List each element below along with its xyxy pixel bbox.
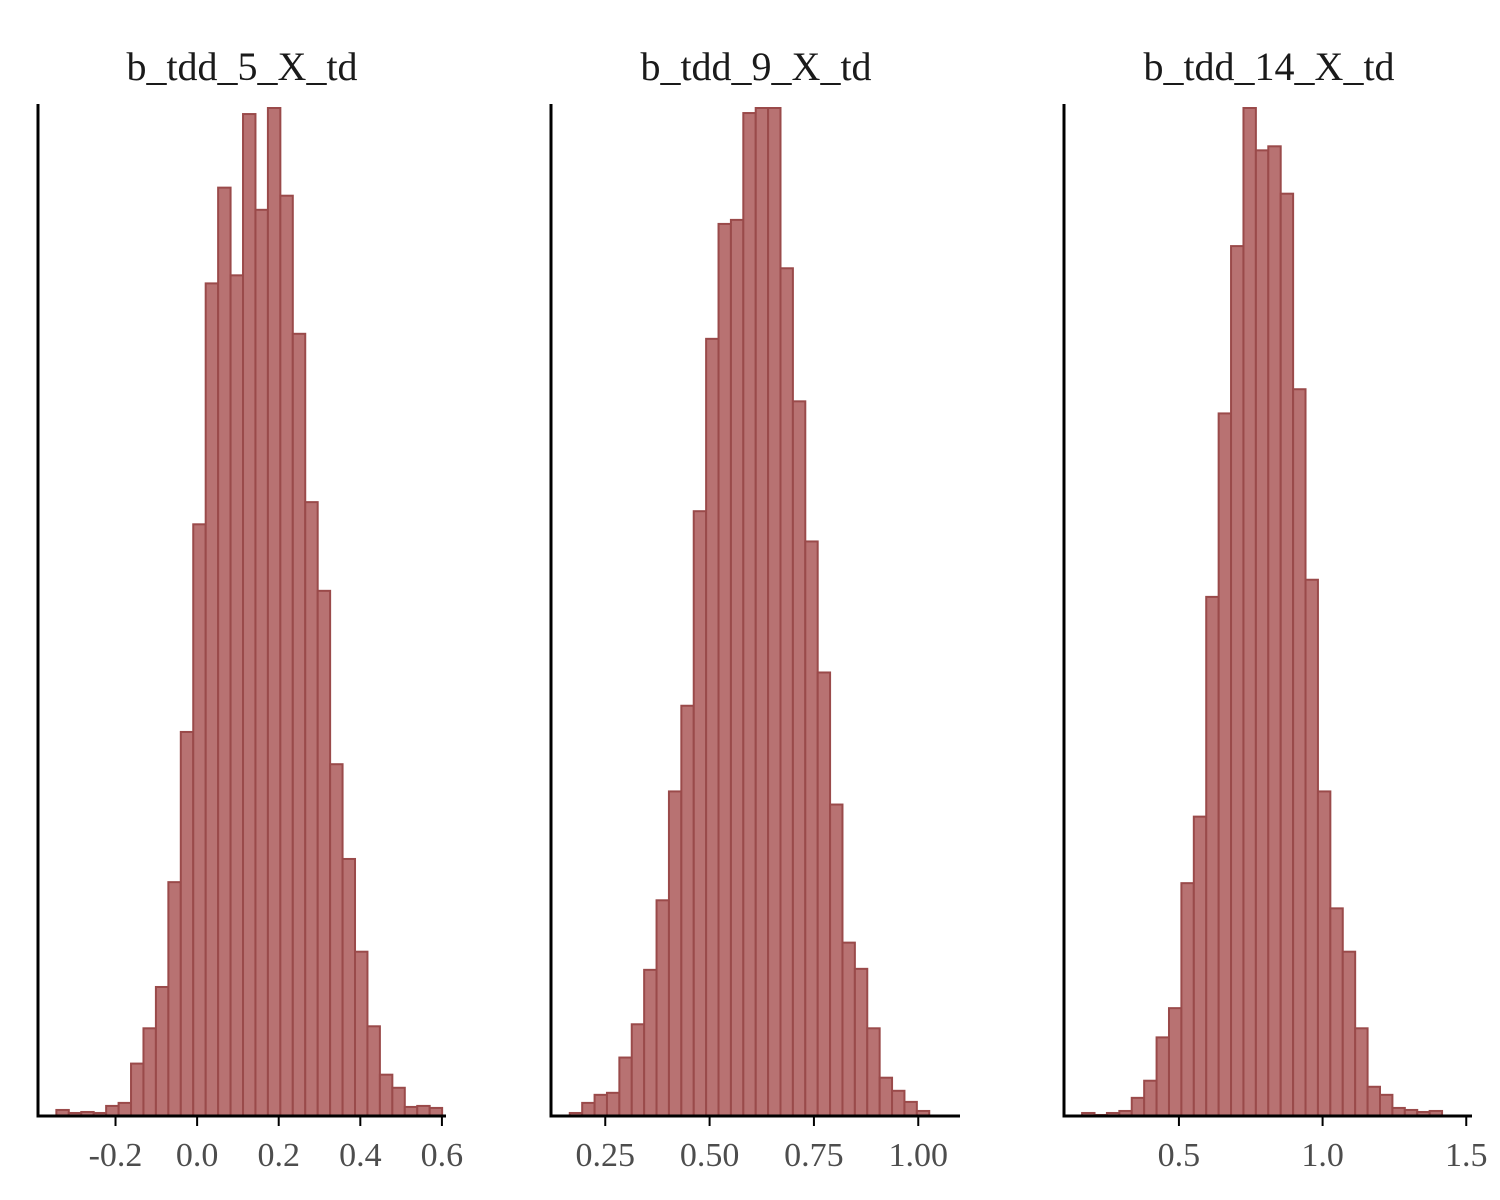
histogram-bar (593, 1093, 608, 1118)
histogram-bar (1316, 790, 1332, 1117)
x-tick-label: 0.0 (176, 1137, 219, 1174)
histogram-bar (705, 337, 720, 1118)
histogram-bar (1242, 107, 1257, 1117)
histogram-bar (742, 112, 757, 1118)
histogram-bar (279, 194, 294, 1118)
histogram-bar (1329, 907, 1344, 1117)
histogram-bar (853, 967, 869, 1117)
histogram-bar (1304, 578, 1319, 1117)
histogram-bar (1378, 1093, 1394, 1118)
histogram-bar (729, 218, 745, 1117)
histogram-bars (568, 107, 931, 1118)
histogram-bar (680, 704, 695, 1118)
histogram-bar (767, 107, 782, 1117)
x-tick-label: 0.5 (1158, 1137, 1201, 1174)
histogram-bar (1130, 1096, 1146, 1117)
histogram-bar (1205, 595, 1220, 1117)
histogram-bar (630, 1023, 646, 1117)
x-tick-label: 0.2 (257, 1137, 300, 1174)
histogram-bar (829, 803, 844, 1117)
histogram-bar (254, 208, 269, 1118)
histogram-bar (117, 1101, 133, 1117)
histogram-bar (1279, 192, 1295, 1117)
histogram-bar (816, 671, 832, 1117)
histogram-bar (391, 1086, 406, 1117)
histogram-bar (791, 400, 807, 1117)
histogram-bar (1341, 950, 1357, 1117)
histogram-bar (329, 763, 344, 1117)
histogram-bar (1180, 882, 1195, 1117)
histogram-bar (242, 113, 257, 1118)
histogram-bar (779, 267, 794, 1118)
histogram-bar (1167, 1007, 1183, 1117)
panel-b-tdd-9: b_tdd_9_X_td 0.25 0.50 0.75 1.00 (549, 44, 960, 1174)
histogram-bar (266, 107, 282, 1117)
histogram-bar (341, 857, 357, 1118)
histogram-bar (179, 730, 195, 1118)
histogram-bar (878, 1076, 894, 1118)
histogram-bar (841, 941, 856, 1118)
histogram-bar (1354, 1027, 1369, 1117)
x-tick-label: 0.25 (576, 1137, 636, 1174)
histogram-bars (55, 107, 444, 1118)
panel-b-tdd-14: b_tdd_14_X_td 0.5 1.0 1.5 (1062, 44, 1488, 1174)
histogram-bar (366, 1025, 381, 1117)
histogram-bar (605, 1091, 621, 1118)
histogram-bar (804, 540, 819, 1117)
panel-b-tdd-5: b_tdd_5_X_td -0.2 0.0 0.2 0.4 0.6 (36, 44, 464, 1174)
histogram-bar (891, 1089, 906, 1118)
panel-title: b_tdd_5_X_td (126, 44, 357, 89)
histogram-bar (618, 1056, 633, 1118)
histogram-bar (167, 881, 182, 1117)
histogram-bar (1366, 1085, 1381, 1117)
histogram-bar (1192, 815, 1208, 1118)
histogram-bar (105, 1104, 120, 1118)
histogram-bar (1230, 245, 1245, 1117)
histogram-bar (667, 790, 683, 1117)
histogram-bar (217, 186, 232, 1117)
histogram-bar (1155, 1036, 1170, 1117)
histogram-bars (1081, 107, 1444, 1118)
x-axis-ticks: -0.2 0.0 0.2 0.4 0.6 (89, 1116, 464, 1174)
histogram-bar (354, 950, 369, 1117)
histogram-bar (754, 107, 770, 1117)
histogram-bar (1217, 412, 1233, 1117)
x-tick-label: 0.6 (421, 1137, 464, 1174)
histogram-bar (192, 523, 207, 1117)
histogram-bar (304, 501, 319, 1117)
histogram-bar (154, 985, 170, 1118)
histogram-bar (903, 1100, 918, 1117)
histogram-bar (1267, 145, 1282, 1117)
x-tick-label: -0.2 (89, 1137, 143, 1174)
histogram-bar (692, 510, 708, 1117)
histogram-bar (416, 1104, 431, 1118)
histogram-bar (1143, 1079, 1158, 1117)
x-axis-ticks: 0.25 0.50 0.75 1.00 (576, 1116, 949, 1174)
histogram-bar (866, 1027, 881, 1117)
histogram-bar (142, 1027, 157, 1117)
histogram-bar (229, 274, 245, 1117)
histogram-bar (717, 222, 732, 1118)
x-tick-label: 0.4 (339, 1137, 382, 1174)
x-axis-ticks: 0.5 1.0 1.5 (1158, 1116, 1488, 1174)
histogram-bar (316, 589, 332, 1117)
histogram-bar (643, 968, 658, 1118)
x-tick-label: 1.5 (1445, 1137, 1488, 1174)
x-tick-label: 1.0 (1301, 1137, 1344, 1174)
x-tick-label: 0.75 (784, 1137, 844, 1174)
histogram-bar (655, 899, 670, 1118)
histogram-bar (1254, 149, 1270, 1117)
x-tick-label: 0.50 (680, 1137, 740, 1174)
panel-title: b_tdd_14_X_td (1143, 44, 1394, 89)
histogram-bar (1292, 388, 1307, 1117)
x-tick-label: 1.00 (889, 1137, 949, 1174)
histogram-bar (291, 332, 307, 1117)
histogram-bar (130, 1062, 145, 1117)
histogram-bar (581, 1101, 596, 1117)
panel-title: b_tdd_9_X_td (640, 44, 871, 89)
histogram-bar (204, 282, 220, 1117)
histogram-bar (378, 1073, 394, 1117)
